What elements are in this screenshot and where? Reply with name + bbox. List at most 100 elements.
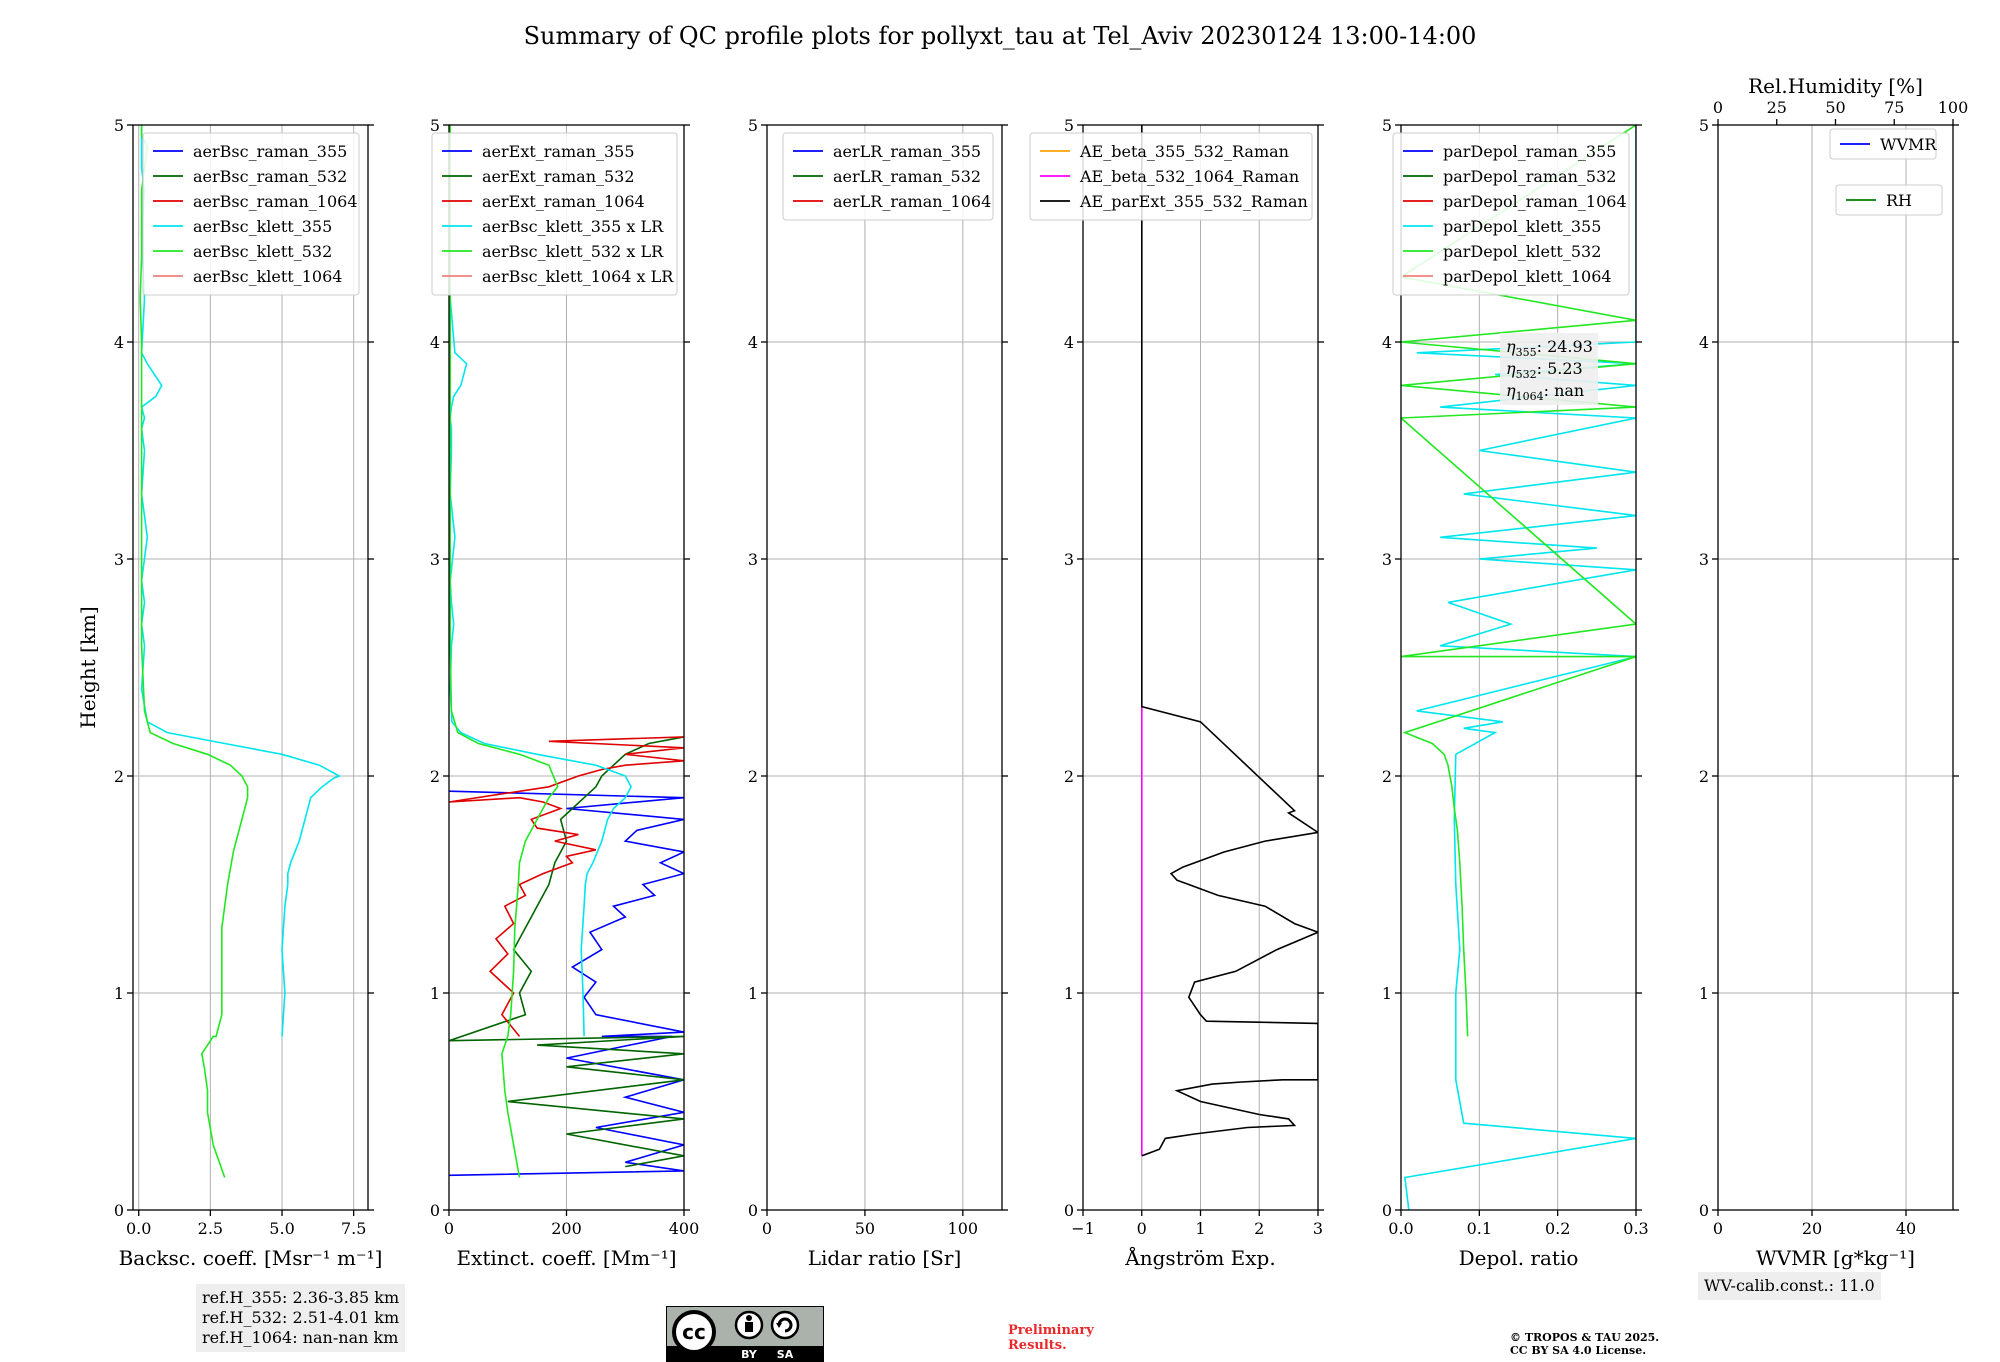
x-tick-label: 400 [669, 1219, 700, 1238]
axes-frame [1400, 124, 1637, 1211]
legend-label-aerExt_raman_532: aerExt_raman_532 [482, 167, 635, 186]
eta-symbol: η [1506, 359, 1516, 378]
y-tick-label: 5 [114, 116, 124, 135]
x2-tick-label: 0 [1713, 98, 1723, 117]
eta-value: : 5.23 [1537, 359, 1583, 378]
eta-355: η355: 24.93 [1506, 337, 1593, 359]
eta-1064: η1064: nan [1506, 381, 1584, 403]
legend: aerBsc_raman_355 aerBsc_raman_532 aerBsc_r… [142, 132, 360, 296]
y-tick-label: 2 [1064, 767, 1074, 786]
y-tick-label: 2 [748, 767, 758, 786]
y-tick-label: 2 [1699, 767, 1709, 786]
preliminary-line-2: Results. [1008, 1338, 1067, 1353]
y-tick-label: 0 [1699, 1201, 1709, 1220]
legend-label-parDepol_raman_532: parDepol_raman_532 [1443, 167, 1616, 186]
series-line-aerBsc_klett_532 x LR [449, 125, 559, 1178]
y-axis-label: Height [km] [76, 606, 100, 728]
y-tick-label: 4 [114, 333, 124, 352]
legend-label-aerBsc_klett_1064 x LR: aerBsc_klett_1064 x LR [482, 267, 674, 286]
legend-label-aerExt_raman_355: aerExt_raman_355 [482, 142, 635, 161]
x-tick-label: 0 [762, 1219, 772, 1238]
y-tick-label: 3 [748, 550, 758, 569]
series-group [449, 125, 684, 1178]
x-tick-label: 0.0 [1388, 1219, 1413, 1238]
x2-tick-label: 75 [1884, 98, 1904, 117]
x-tick-label: 1 [1195, 1219, 1205, 1238]
legend: parDepol_raman_355 parDepol_raman_532 parD… [1392, 132, 1630, 296]
y-tick-label: 0 [430, 1201, 440, 1220]
series-line-aerExt_raman_355 [449, 790, 684, 1177]
x2-tick-label: 25 [1767, 98, 1787, 117]
y-tick-label: 1 [748, 984, 758, 1003]
y-tick-label: 0 [748, 1201, 758, 1220]
axes-frame [766, 124, 1003, 1211]
x-tick-label: −1 [1071, 1219, 1095, 1238]
series-line-aerBsc_klett_355 [140, 125, 342, 1037]
y-tick-label: 3 [1064, 550, 1074, 569]
wv-calibration-box: WV-calib.const.: 11.0 [1698, 1272, 1881, 1300]
x-tick-label: 2.5 [198, 1219, 223, 1238]
y-tick-label: 1 [114, 984, 124, 1003]
x-axis-label: Backsc. coeff. [Msr⁻¹ m⁻¹] [119, 1246, 383, 1270]
x-tick-label: 20 [1802, 1219, 1822, 1238]
copyright-line-1: © TROPOS & TAU 2025. [1510, 1331, 1660, 1344]
x-axis-label: Depol. ratio [1459, 1246, 1579, 1270]
series-group [139, 125, 342, 1178]
legend-label-aerBsc_klett_1064: aerBsc_klett_1064 [193, 267, 342, 286]
y-tick-label: 2 [114, 767, 124, 786]
legend-label-parDepol_raman_1064: parDepol_raman_1064 [1443, 192, 1627, 211]
refh-1064: ref.H_1064: nan-nan km [202, 1328, 399, 1347]
y-tick-label: 2 [430, 767, 440, 786]
legend-label-aerBsc_klett_532 x LR: aerBsc_klett_532 x LR [482, 242, 664, 261]
eta-value: : nan [1544, 381, 1585, 400]
legend-box [782, 132, 994, 221]
x-axis-label: Extinct. coeff. [Mm⁻¹] [456, 1246, 676, 1270]
legend-label-aerBsc_raman_1064: aerBsc_raman_1064 [193, 192, 358, 211]
x-tick-label: 2 [1254, 1219, 1264, 1238]
y-tick-label: 1 [1064, 984, 1074, 1003]
y-tick-label: 1 [1382, 984, 1392, 1003]
legend-label-parDepol_klett_355: parDepol_klett_355 [1443, 217, 1601, 236]
y-tick-label: 3 [1382, 550, 1392, 569]
refh-355: ref.H_355: 2.36-3.85 km [202, 1288, 400, 1307]
eta-532: η532: 5.23 [1506, 359, 1583, 381]
legend-box [1829, 128, 1937, 160]
y-tick-label: 1 [1699, 984, 1709, 1003]
legend-label-aerExt_raman_1064: aerExt_raman_1064 [482, 192, 645, 211]
y-tick-label: 5 [1699, 116, 1709, 135]
y-tick-label: 3 [114, 550, 124, 569]
y-tick-label: 1 [430, 984, 440, 1003]
y-tick-label: 4 [1699, 333, 1709, 352]
legend-label-parDepol_klett_532: parDepol_klett_532 [1443, 242, 1601, 261]
legend-label-AE_parExt_355_532_Raman: AE_parExt_355_532_Raman [1079, 192, 1308, 211]
copyright-notice: © TROPOS & TAU 2025. CC BY SA 4.0 Licens… [1510, 1331, 1659, 1357]
preliminary-line-1: Preliminary [1008, 1323, 1094, 1338]
cc-sa-label: SA [777, 1348, 794, 1361]
x-axis-label: Ångström Exp. [1124, 1245, 1275, 1270]
legend-box [1029, 132, 1313, 221]
eta-box [1500, 333, 1598, 405]
y-tick-label: 5 [1382, 116, 1392, 135]
legend-label-aerBsc_klett_532: aerBsc_klett_532 [193, 242, 332, 261]
x-tick-label: 7.5 [341, 1219, 366, 1238]
legend: WVMR RH [1829, 128, 1943, 216]
legend-label-aerLR_raman_355: aerLR_raman_355 [833, 142, 981, 161]
legend-label-aerBsc_raman_532: aerBsc_raman_532 [193, 167, 347, 186]
legend: aerLR_raman_355 aerLR_raman_532 aerLR_rama… [782, 132, 994, 221]
axes-frame [1717, 124, 1954, 1211]
y-tick-label: 5 [748, 116, 758, 135]
series-group [1141, 125, 1318, 1157]
eta-subscript: 1064 [1516, 390, 1544, 403]
legend-box [142, 132, 360, 296]
y-tick-label: 5 [1064, 116, 1074, 135]
legend-label-aerBsc_klett_355 x LR: aerBsc_klett_355 x LR [482, 217, 664, 236]
legend-label-aerBsc_klett_355: aerBsc_klett_355 [193, 217, 332, 236]
preliminary-notice: Preliminary Results. [1008, 1323, 1094, 1353]
x-tick-label: 0 [1137, 1219, 1147, 1238]
legend-label-aerLR_raman_532: aerLR_raman_532 [833, 167, 981, 186]
x-tick-label: 0 [1713, 1219, 1723, 1238]
y-tick-label: 2 [1382, 767, 1392, 786]
eta-symbol: η [1506, 337, 1516, 356]
